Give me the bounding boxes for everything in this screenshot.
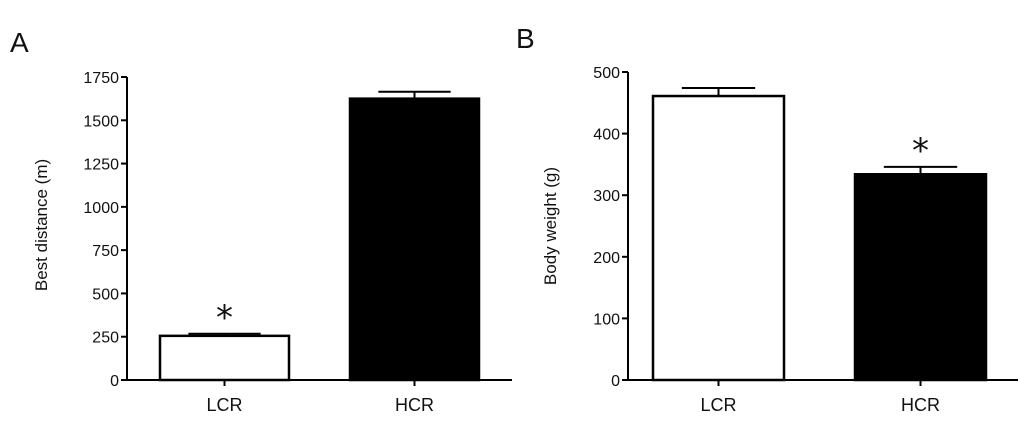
bar-a-hcr bbox=[348, 97, 481, 382]
panel-a: A Best distance (m) 0 250 500 750 1000 1250 15… bbox=[10, 27, 512, 415]
panel-b: B Body weight (g) 0 100 200 300 400 500 LCR HCR… bbox=[516, 23, 1018, 415]
panel-letter-a: A bbox=[10, 27, 29, 58]
bar-b-hcr bbox=[853, 173, 988, 382]
y-axis-title-a: Best distance (m) bbox=[32, 159, 51, 291]
y-axis-title-b: Body weight (g) bbox=[541, 167, 560, 285]
y-tick-label-b-4: 400 bbox=[593, 127, 620, 144]
y-tick-label-b-2: 200 bbox=[593, 250, 620, 267]
y-tick-label-a-4: 1000 bbox=[83, 200, 119, 217]
y-tick-label-a-6: 1500 bbox=[83, 113, 119, 130]
significance-marker-b-1: * bbox=[912, 131, 929, 171]
x-tick-label-b-0: LCR bbox=[700, 395, 736, 415]
y-tick-label-a-7: 1750 bbox=[83, 70, 119, 87]
bar-b-lcr bbox=[651, 94, 786, 382]
x-tick-label-a-1: HCR bbox=[395, 395, 434, 415]
panel-letter-b: B bbox=[516, 23, 535, 54]
y-tick-label-b-3: 300 bbox=[593, 188, 620, 205]
y-tick-label-a-0: 0 bbox=[110, 373, 119, 390]
y-tick-label-a-1: 250 bbox=[92, 330, 119, 347]
y-tick-label-b-5: 500 bbox=[593, 65, 620, 82]
significance-marker-a-0: * bbox=[216, 298, 233, 338]
y-tick-label-a-3: 750 bbox=[92, 243, 119, 260]
y-tick-label-b-1: 100 bbox=[593, 311, 620, 328]
y-tick-label-a-5: 1250 bbox=[83, 157, 119, 174]
bar-a-lcr bbox=[158, 334, 291, 382]
y-tick-label-a-2: 500 bbox=[92, 286, 119, 303]
y-tick-label-b-0: 0 bbox=[611, 373, 620, 390]
x-tick-label-a-0: LCR bbox=[206, 395, 242, 415]
x-tick-label-b-1: HCR bbox=[901, 395, 940, 415]
